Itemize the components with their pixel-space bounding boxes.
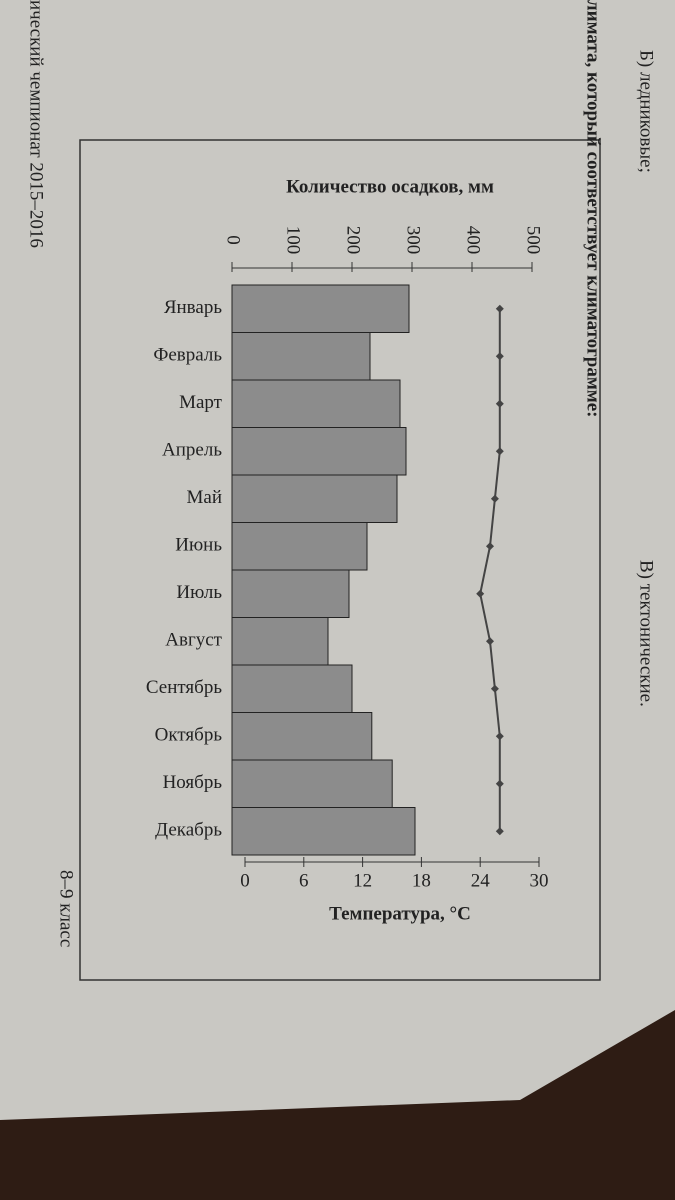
temperature-marker xyxy=(495,304,504,313)
y-tick-label: 300 xyxy=(403,226,424,255)
y-axis-title: Количество осадков, мм xyxy=(286,176,494,197)
chart-frame xyxy=(79,139,601,981)
category-label: Сентябрь xyxy=(146,677,222,698)
bar xyxy=(231,332,371,381)
bar xyxy=(231,427,407,476)
category-label: Июль xyxy=(176,582,222,603)
bar xyxy=(231,284,410,333)
temperature-marker xyxy=(495,352,504,361)
y2-tick-label: 30 xyxy=(530,870,549,891)
footer-left: ический чемпионат 2015–2016 xyxy=(26,0,47,248)
y-tick-label: 400 xyxy=(463,226,484,255)
temperature-marker xyxy=(486,637,494,646)
option-c: В) тектонические. xyxy=(636,560,657,707)
category-label: Март xyxy=(179,392,223,413)
bar xyxy=(231,474,398,523)
y2-axis-title: Температура, °C xyxy=(329,903,471,924)
category-label: Апрель xyxy=(162,440,222,461)
temperature-marker xyxy=(486,542,494,551)
temperature-marker xyxy=(490,684,499,693)
temperature-marker xyxy=(495,827,504,836)
temperature-marker xyxy=(495,447,504,456)
bar xyxy=(231,807,416,856)
y-tick-label: 0 xyxy=(223,235,244,245)
y-tick-label: 200 xyxy=(343,226,364,255)
option-b: Б) ледниковые; xyxy=(636,50,657,173)
y2-tick-label: 6 xyxy=(299,870,309,891)
y2-tick-label: 12 xyxy=(353,870,372,891)
bar xyxy=(231,522,368,571)
category-label: Август xyxy=(165,630,222,651)
bar xyxy=(231,379,401,428)
category-label: Февраль xyxy=(153,345,222,366)
y2-tick-label: 18 xyxy=(412,870,431,891)
category-label: Ноябрь xyxy=(163,772,223,793)
bar xyxy=(231,569,350,618)
temperature-marker xyxy=(495,779,504,788)
category-label: Декабрь xyxy=(155,820,222,841)
category-label: Октябрь xyxy=(155,725,223,746)
y-tick-label: 100 xyxy=(283,226,304,255)
temperature-line xyxy=(479,308,501,832)
bar xyxy=(231,712,373,761)
temperature-marker xyxy=(495,399,504,408)
temperature-marker xyxy=(490,494,499,503)
category-label: Январь xyxy=(164,297,222,318)
temperature-marker xyxy=(495,732,504,741)
temperature-marker xyxy=(476,589,485,598)
bar xyxy=(231,664,353,713)
question-text: лимата, который соответствует климатогра… xyxy=(583,0,604,418)
bar xyxy=(231,617,329,666)
y2-tick-label: 24 xyxy=(471,870,491,891)
y-tick-label: 500 xyxy=(523,226,544,255)
footer-right: 8–9 класс xyxy=(56,870,77,947)
y2-tick-label: 0 xyxy=(240,870,250,891)
category-label: Май xyxy=(187,487,223,508)
bar xyxy=(231,759,393,808)
category-label: Июнь xyxy=(175,535,222,556)
